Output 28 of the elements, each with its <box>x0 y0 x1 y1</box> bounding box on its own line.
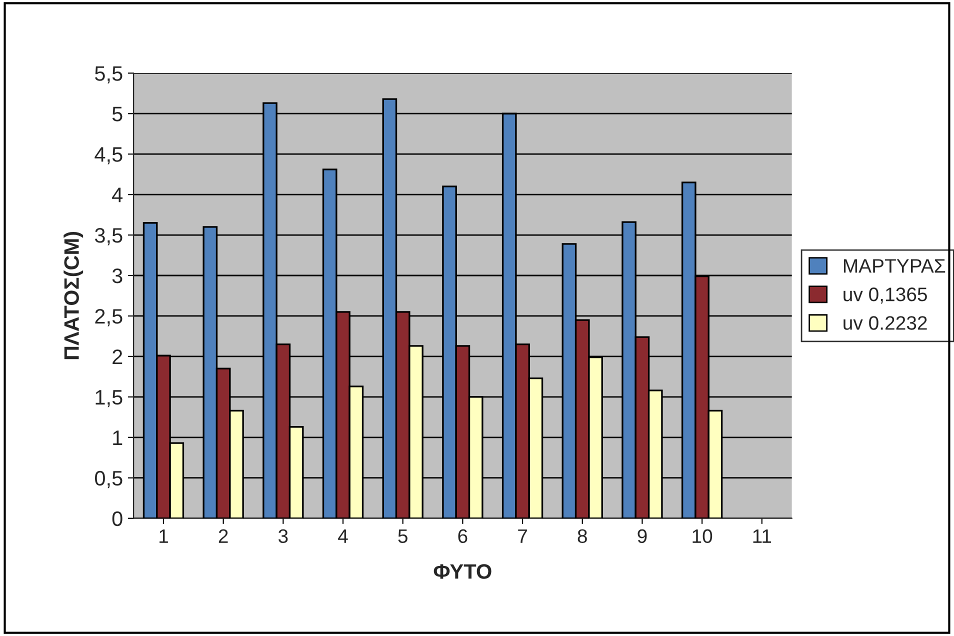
y-tick-label: 2 <box>112 349 122 364</box>
y-tick-label: 3,5 <box>94 228 122 246</box>
x-tick-label: 7 <box>518 529 527 543</box>
y-tick-label: 1,5 <box>96 390 122 408</box>
y-tick-label: 0,5 <box>95 470 122 488</box>
y-tick-label: 1 <box>113 430 122 445</box>
x-axis-title: ΦΥΤΟ <box>434 564 492 579</box>
x-tick-label: 2 <box>218 529 228 543</box>
x-tick-label: 3 <box>278 529 288 544</box>
x-tick-label: 5 <box>398 529 408 544</box>
x-tick-label: 11 <box>753 529 772 543</box>
y-tick-label: 3 <box>112 268 122 284</box>
x-tick-label: 8 <box>578 529 587 544</box>
y-tick-label: 5,5 <box>95 66 122 84</box>
x-tick-label: 4 <box>338 529 348 543</box>
y-axis-title: ΠΛΑΤΟΣ(CM) <box>64 232 84 360</box>
x-tick-label: 9 <box>638 529 647 544</box>
y-tick-label: 4,5 <box>94 147 122 164</box>
x-tick-label: 10 <box>692 529 712 544</box>
x-tick-label: 1 <box>160 529 168 543</box>
y-tick-label: 5 <box>112 106 122 122</box>
y-tick-label: 4 <box>112 188 123 202</box>
y-tick-label: 2,5 <box>95 308 122 326</box>
x-tick-label: 6 <box>458 529 468 544</box>
legend-label: ΜΑΡΤΥΡΑΣ <box>844 259 946 273</box>
y-tick-label: 0 <box>112 511 122 526</box>
legend-label: uv 0,1365 <box>844 288 927 304</box>
legend-label: uv 0.2232 <box>844 316 927 330</box>
